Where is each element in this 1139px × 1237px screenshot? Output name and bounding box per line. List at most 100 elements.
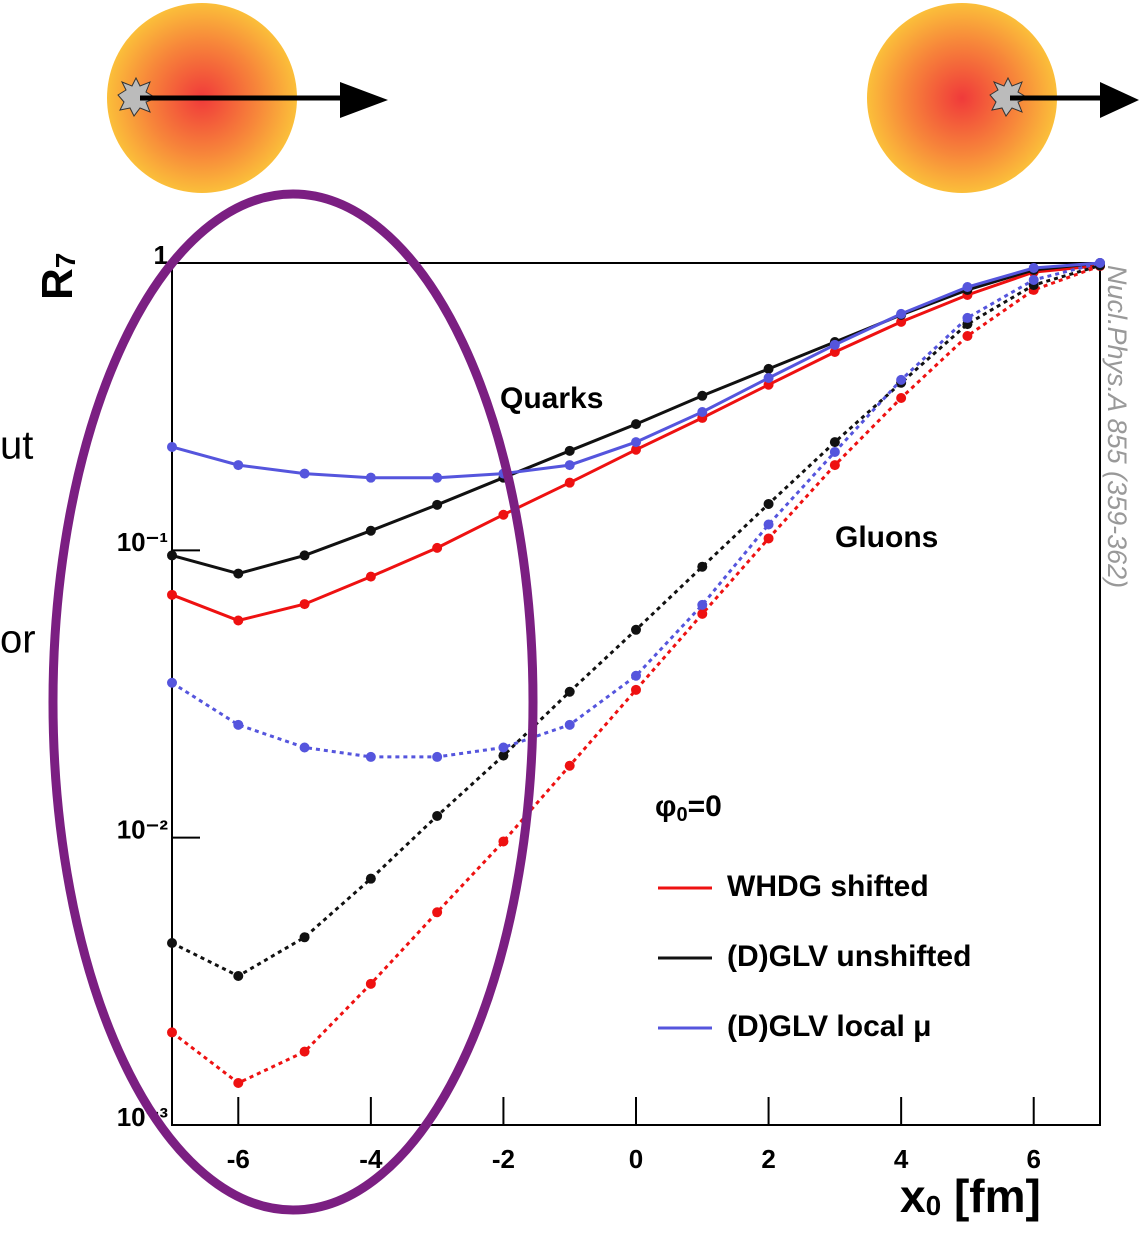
data-point	[365, 978, 376, 989]
data-point	[564, 686, 575, 697]
data-point	[763, 498, 774, 509]
data-point	[167, 589, 177, 600]
data-point	[299, 1046, 310, 1057]
data-point	[1095, 258, 1105, 268]
data-point	[631, 444, 641, 455]
data-point	[167, 937, 177, 948]
data-point	[763, 519, 774, 530]
data-point	[829, 446, 840, 457]
y-axis-title-sub: 7	[50, 253, 81, 269]
legend-label: (D)GLV unshifted	[727, 940, 971, 973]
y-axis-title: R7	[33, 253, 82, 300]
data-point	[167, 677, 177, 688]
data-point	[233, 460, 244, 471]
data-point	[299, 932, 310, 943]
data-point	[631, 684, 641, 695]
data-point	[233, 615, 244, 626]
data-point	[962, 282, 973, 293]
x-tick-label: 6	[1026, 1144, 1040, 1174]
data-point	[365, 472, 376, 483]
data-point	[829, 460, 840, 471]
series-line	[171, 264, 1101, 978]
data-point	[896, 374, 907, 385]
data-point	[365, 873, 376, 884]
data-point	[233, 1078, 244, 1089]
data-point	[896, 316, 907, 327]
y-axis-title-main: R	[33, 268, 82, 300]
x-tick-label: 0	[629, 1144, 643, 1174]
diagram-left	[107, 3, 388, 193]
data-point	[829, 339, 840, 350]
x-axis-title: x0 [fm]	[900, 1170, 1041, 1222]
y-tick-label: 10⁻¹	[117, 527, 168, 557]
data-point	[432, 810, 443, 821]
legend-label: WHDG shifted	[727, 870, 929, 903]
data-point	[564, 760, 575, 771]
legend-label: (D)GLV local μ	[727, 1010, 931, 1043]
data-point	[631, 419, 641, 430]
legend-title-main: φ	[655, 790, 676, 823]
data-point	[697, 406, 708, 417]
data-point	[564, 477, 575, 488]
cut-text: or	[0, 618, 36, 662]
annotation: Gluons	[835, 521, 938, 554]
data-point	[299, 468, 310, 479]
y-tick-label: 10⁻²	[117, 815, 169, 845]
data-point	[299, 550, 310, 561]
legend-title: φ0=0	[655, 790, 722, 826]
data-point	[498, 750, 509, 761]
data-point	[962, 331, 973, 342]
data-point	[763, 533, 774, 544]
data-point	[1028, 274, 1039, 285]
data-point	[365, 571, 376, 582]
annotation: Quarks	[500, 382, 603, 415]
data-point	[564, 460, 575, 471]
x-tick-label: 4	[894, 1144, 909, 1174]
data-point	[697, 390, 708, 401]
series-line	[171, 261, 1101, 576]
y-tick-label: 1	[154, 240, 168, 270]
data-point	[299, 742, 310, 753]
data-point	[432, 751, 443, 762]
data-point	[365, 525, 376, 536]
legend-title-sub: 0	[676, 804, 687, 826]
x-axis-title-sub: 0	[926, 1190, 942, 1221]
data-point	[432, 542, 443, 553]
citation: Nucl.Phys.A 855 (359-362)	[1102, 265, 1132, 588]
data-point	[233, 568, 244, 579]
x-tick-label: -2	[492, 1144, 515, 1174]
data-point	[631, 670, 641, 681]
data-point	[365, 751, 376, 762]
data-point	[763, 372, 774, 383]
data-point	[167, 441, 177, 452]
data-point	[697, 608, 708, 619]
data-point	[432, 907, 443, 918]
data-point	[896, 392, 907, 403]
cut-text: ut	[0, 424, 33, 468]
data-point	[829, 437, 840, 448]
data-point	[432, 499, 443, 510]
data-point	[631, 624, 641, 635]
x-axis-title-rest: [fm]	[941, 1170, 1041, 1222]
data-point	[498, 836, 509, 847]
highlight-ellipse	[48, 189, 538, 1215]
data-point	[564, 719, 575, 730]
data-point	[498, 742, 509, 753]
data-point	[167, 1027, 177, 1038]
data-point	[233, 719, 244, 730]
series-line	[171, 261, 1101, 759]
x-tick-label: -4	[359, 1144, 383, 1174]
data-point	[962, 312, 973, 323]
data-point	[233, 971, 244, 982]
x-tick-label: 2	[761, 1144, 775, 1174]
legend-title-rest: =0	[688, 790, 722, 823]
x-axis-title-main: x	[900, 1170, 926, 1222]
data-point	[697, 561, 708, 572]
data-point	[829, 347, 840, 358]
data-point	[167, 550, 177, 561]
x-tick-label: -6	[227, 1144, 250, 1174]
data-point	[697, 599, 708, 610]
data-point	[299, 599, 310, 610]
